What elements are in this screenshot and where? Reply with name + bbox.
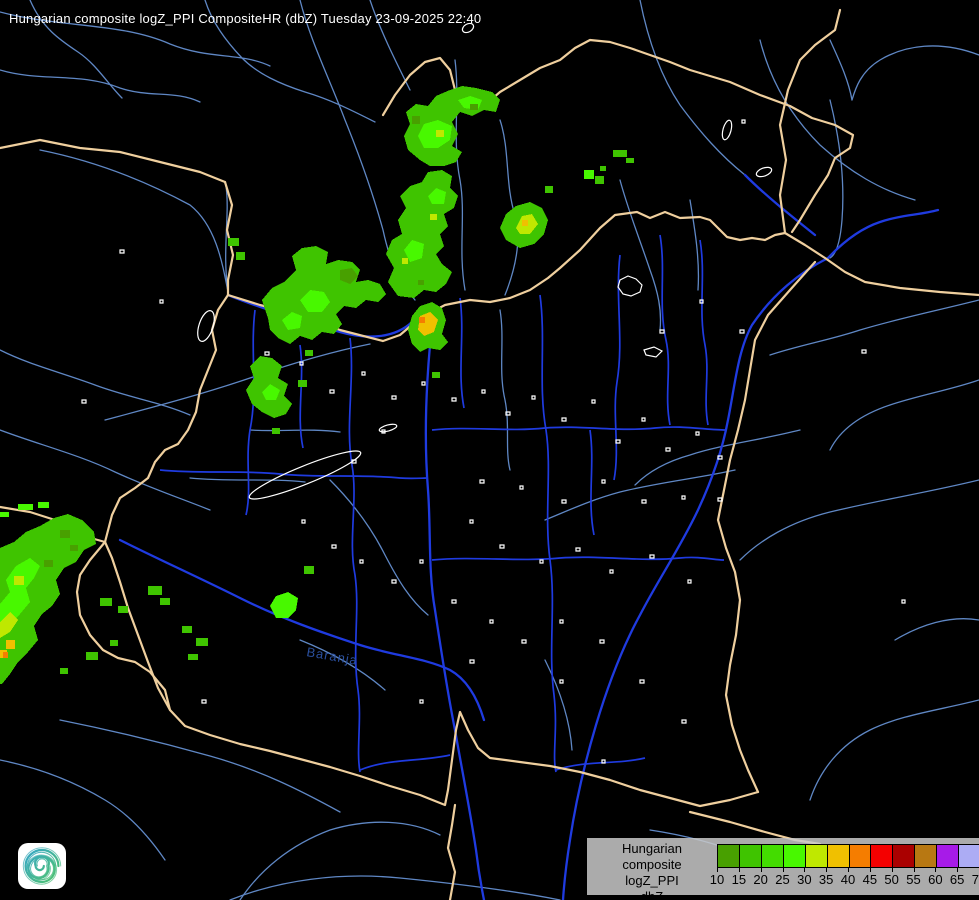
- legend-panel: Hungarian composite logZ_PPI dbZ 10 15 20 2…: [587, 838, 979, 900]
- hungary-west-border: [103, 293, 230, 544]
- country-borders-layer: [0, 8, 979, 900]
- legend-tick-labels: 10152025303540455055606570: [710, 867, 979, 890]
- lake-ferto-outline: [197, 310, 215, 342]
- legend-titles: Hungarian composite logZ_PPI dbZ: [591, 841, 713, 900]
- lakes-and-towns-layer: [81, 22, 906, 764]
- met-logo: [18, 843, 66, 889]
- legend-title-line1: Hungarian composite: [622, 841, 682, 872]
- county-borders-layer: [118, 173, 940, 900]
- legend-colorbar: [717, 844, 979, 868]
- hungary-north-border: [226, 210, 787, 343]
- region-label-baranja: Baranja: [305, 644, 359, 668]
- hungary-east-border: [716, 260, 817, 794]
- spiral-icon: [22, 847, 62, 885]
- map-title: Hungarian composite logZ_PPI CompositeHR…: [9, 11, 482, 26]
- drava-river: [118, 538, 486, 722]
- lake-balaton-outline: [248, 450, 362, 500]
- town-markers: [81, 119, 906, 764]
- radar-echoes-layer: [0, 86, 634, 684]
- legend-unit-label: dbZ: [640, 889, 664, 900]
- city-outline: [617, 275, 643, 297]
- legend-title-line2: logZ_PPI: [625, 873, 679, 888]
